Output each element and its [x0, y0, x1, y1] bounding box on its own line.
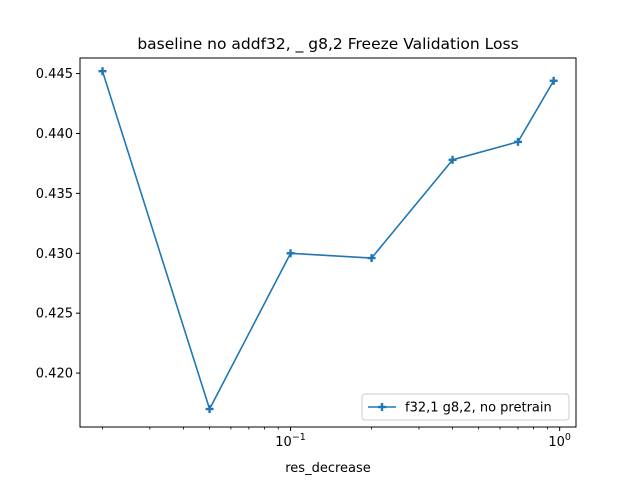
- legend-label: f32,1 g8,2, no pretrain: [405, 401, 552, 416]
- plot-frame: [79, 57, 577, 428]
- data-point-marker: [367, 254, 376, 263]
- series-layer: [98, 67, 558, 414]
- data-point-marker: [98, 67, 107, 76]
- ticks-layer: 0.420 0.425 0.430 0.435 0.440 0.445 10−1 100: [36, 67, 571, 450]
- y-tick-label: 0.425: [36, 307, 73, 322]
- data-point-marker: [549, 76, 558, 85]
- legend-box: [361, 393, 570, 421]
- y-tick-label: 0.420: [36, 367, 73, 382]
- y-tick-label: 0.445: [36, 67, 73, 82]
- x-axis-label: res_decrease: [285, 461, 371, 476]
- data-point-marker: [448, 155, 457, 164]
- y-tick-label: 0.435: [36, 187, 73, 202]
- data-point-marker: [513, 137, 522, 146]
- legend: f32,1 g8,2, no pretrain: [361, 393, 570, 421]
- x-tick-label: 100: [548, 432, 571, 450]
- y-tick-label: 0.430: [36, 247, 73, 262]
- data-point-marker: [286, 249, 295, 258]
- x-tick-label: 10−1: [275, 432, 306, 450]
- legend-marker: [378, 403, 386, 411]
- data-point-marker: [205, 405, 214, 414]
- y-tick-label: 0.440: [36, 127, 73, 142]
- chart-title: baseline no addf32, _ g8,2 Freeze Valida…: [137, 35, 518, 54]
